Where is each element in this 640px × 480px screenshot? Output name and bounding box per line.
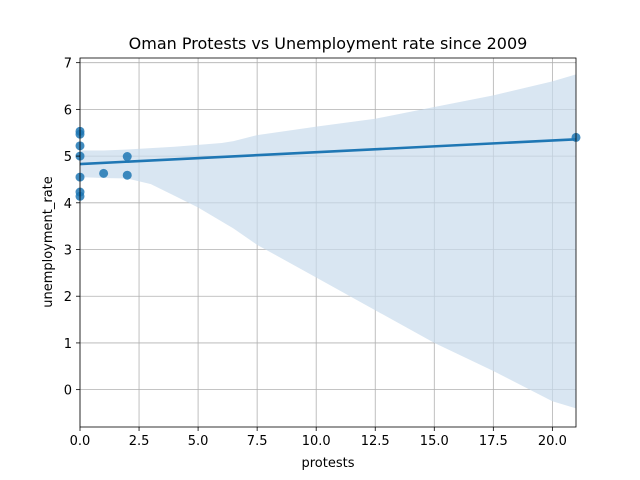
y-tick-label: 5 <box>64 150 72 165</box>
data-point <box>122 170 132 180</box>
confidence-band-layer <box>80 74 576 409</box>
y-tick-label: 0 <box>64 384 72 399</box>
x-tick-label: 12.5 <box>361 434 390 449</box>
x-tick-label: 10.0 <box>302 434 331 449</box>
x-tick-label: 17.5 <box>479 434 508 449</box>
y-tick-label: 2 <box>64 290 72 305</box>
plot-frame <box>79 57 577 428</box>
regression-line-layer <box>79 137 577 166</box>
x-tick-label: 0.0 <box>70 434 91 449</box>
axis-ticks: 0.0 2.5 5.0 7.5 10.0 12.5 15.0 17.5 20.0 0 1 2 3 4 5 6 7 <box>64 57 567 449</box>
y-tick-label: 3 <box>64 244 72 259</box>
regression-line <box>79 137 577 166</box>
x-tick-label: 20.0 <box>538 434 567 449</box>
x-tick-label: 7.5 <box>247 434 268 449</box>
x-tick-label: 15.0 <box>420 434 449 449</box>
data-point <box>99 168 109 178</box>
x-tick-label: 2.5 <box>129 434 150 449</box>
x-tick-label: 5.0 <box>188 434 209 449</box>
y-tick-label: 4 <box>64 197 72 212</box>
y-tick-label: 1 <box>64 337 72 352</box>
y-tick-label: 6 <box>64 103 72 118</box>
confidence-band <box>80 74 576 409</box>
y-axis-label: unemployment_rate <box>41 176 56 308</box>
x-axis-label: protests <box>301 456 354 471</box>
y-tick-label: 7 <box>64 57 72 72</box>
data-point <box>122 152 132 162</box>
chart-title: Oman Protests vs Unemployment rate since… <box>129 34 528 53</box>
